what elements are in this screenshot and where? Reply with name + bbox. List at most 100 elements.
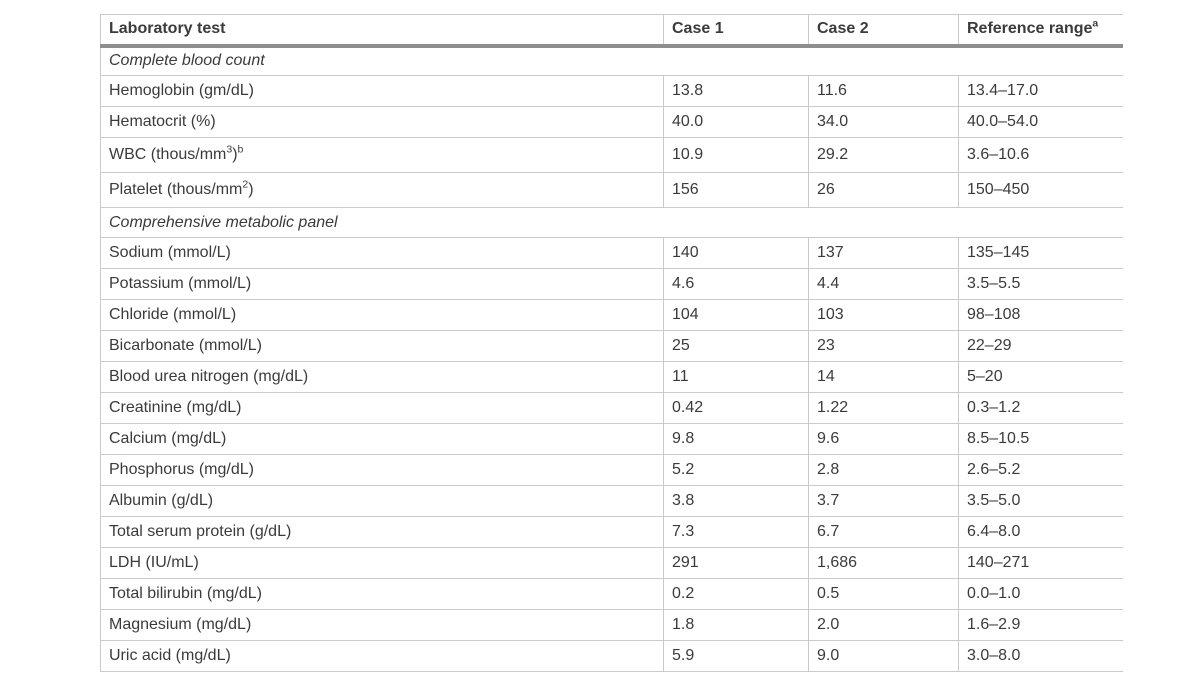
column-header-label: Reference range — [967, 20, 1093, 38]
case2-value-cell: 4.4 — [808, 268, 959, 300]
case1-value-cell: 5.2 — [663, 454, 809, 486]
reference-range-cell: 8.5–10.5 — [958, 423, 1123, 455]
case1-value-cell: 13.8 — [663, 75, 809, 107]
case2-value-cell: 11.6 — [808, 75, 959, 107]
column-header-reference-range: Reference rangea — [958, 14, 1123, 46]
case1-value-cell: 140 — [663, 237, 809, 269]
reference-range-cell: 3.0–8.0 — [958, 640, 1123, 672]
reference-range-cell: 3.6–10.6 — [958, 137, 1123, 173]
section-row: Complete blood count — [100, 45, 1123, 76]
table-body: Complete blood count Hemoglobin (gm/dL) 13… — [100, 45, 1123, 672]
case1-value-cell: 7.3 — [663, 516, 809, 548]
test-name-cell: WBC (thous/mm3)b — [100, 137, 664, 173]
table-row: Sodium (mmol/L) 140 137 135–145 — [100, 237, 1123, 269]
case1-value-cell: 156 — [663, 172, 809, 208]
table-row: Blood urea nitrogen (mg/dL) 11 14 5–20 — [100, 361, 1123, 393]
case2-value-cell: 34.0 — [808, 106, 959, 138]
footnote-marker: a — [1092, 17, 1099, 30]
footnote-marker: b — [237, 143, 244, 156]
case2-value-cell: 6.7 — [808, 516, 959, 548]
table-row: Platelet (thous/mm2) 156 26 150–450 — [100, 172, 1123, 208]
table-row: Chloride (mmol/L) 104 103 98–108 — [100, 299, 1123, 331]
column-header-label: Laboratory test — [109, 20, 226, 38]
case2-value-cell: 3.7 — [808, 485, 959, 517]
case2-value-cell: 26 — [808, 172, 959, 208]
case1-value-cell: 1.8 — [663, 609, 809, 641]
case2-value-cell: 29.2 — [808, 137, 959, 173]
case2-value-cell: 14 — [808, 361, 959, 393]
footnote-marker: 2 — [242, 178, 249, 191]
table-header-row: Laboratory test Case 1 Case 2 Reference ran… — [100, 14, 1123, 46]
test-name-cell: Creatinine (mg/dL) — [100, 392, 664, 424]
case1-value-cell: 5.9 — [663, 640, 809, 672]
section-label: Complete blood count — [100, 45, 1123, 76]
table-row: Total bilirubin (mg/dL) 0.2 0.5 0.0–1.0 — [100, 578, 1123, 610]
case2-value-cell: 137 — [808, 237, 959, 269]
section-label: Comprehensive metabolic panel — [100, 207, 1123, 238]
test-name-cell: Platelet (thous/mm2) — [100, 172, 664, 208]
table-row: Phosphorus (mg/dL) 5.2 2.8 2.6–5.2 — [100, 454, 1123, 486]
test-name-cell: Magnesium (mg/dL) — [100, 609, 664, 641]
reference-range-cell: 6.4–8.0 — [958, 516, 1123, 548]
case2-value-cell: 1.22 — [808, 392, 959, 424]
table-row: Calcium (mg/dL) 9.8 9.6 8.5–10.5 — [100, 423, 1123, 455]
case1-value-cell: 25 — [663, 330, 809, 362]
reference-range-cell: 0.3–1.2 — [958, 392, 1123, 424]
case1-value-cell: 4.6 — [663, 268, 809, 300]
case2-value-cell: 23 — [808, 330, 959, 362]
test-name-cell: Uric acid (mg/dL) — [100, 640, 664, 672]
case2-value-cell: 0.5 — [808, 578, 959, 610]
table-row: Creatinine (mg/dL) 0.42 1.22 0.3–1.2 — [100, 392, 1123, 424]
test-name-cell: Bicarbonate (mmol/L) — [100, 330, 664, 362]
column-header-case-1: Case 1 — [663, 14, 809, 46]
case1-value-cell: 3.8 — [663, 485, 809, 517]
test-name-cell: Blood urea nitrogen (mg/dL) — [100, 361, 664, 393]
case2-value-cell: 2.8 — [808, 454, 959, 486]
column-header-label: Case 2 — [817, 20, 869, 38]
table-row: Hematocrit (%) 40.0 34.0 40.0–54.0 — [100, 106, 1123, 138]
reference-range-cell: 13.4–17.0 — [958, 75, 1123, 107]
table-row: LDH (IU/mL) 291 1,686 140–271 — [100, 547, 1123, 579]
case1-value-cell: 10.9 — [663, 137, 809, 173]
reference-range-cell: 22–29 — [958, 330, 1123, 362]
test-name-cell: Sodium (mmol/L) — [100, 237, 664, 269]
lab-results-table: Laboratory test Case 1 Case 2 Reference ran… — [100, 14, 1123, 672]
table-row: Total serum protein (g/dL) 7.3 6.7 6.4–8.0 — [100, 516, 1123, 548]
reference-range-cell: 140–271 — [958, 547, 1123, 579]
case2-value-cell: 2.0 — [808, 609, 959, 641]
table-row: Albumin (g/dL) 3.8 3.7 3.5–5.0 — [100, 485, 1123, 517]
reference-range-cell: 5–20 — [958, 361, 1123, 393]
test-name-cell: Potassium (mmol/L) — [100, 268, 664, 300]
case1-value-cell: 9.8 — [663, 423, 809, 455]
reference-range-cell: 2.6–5.2 — [958, 454, 1123, 486]
case1-value-cell: 0.2 — [663, 578, 809, 610]
test-name-cell: Total serum protein (g/dL) — [100, 516, 664, 548]
test-name-cell: Chloride (mmol/L) — [100, 299, 664, 331]
case2-value-cell: 103 — [808, 299, 959, 331]
test-name-cell: Hemoglobin (gm/dL) — [100, 75, 664, 107]
table-header: Laboratory test Case 1 Case 2 Reference ran… — [100, 14, 1123, 46]
case1-value-cell: 40.0 — [663, 106, 809, 138]
reference-range-cell: 0.0–1.0 — [958, 578, 1123, 610]
test-name-cell: Albumin (g/dL) — [100, 485, 664, 517]
case2-value-cell: 1,686 — [808, 547, 959, 579]
case2-value-cell: 9.0 — [808, 640, 959, 672]
table-row: Bicarbonate (mmol/L) 25 23 22–29 — [100, 330, 1123, 362]
reference-range-cell: 40.0–54.0 — [958, 106, 1123, 138]
table-row: Hemoglobin (gm/dL) 13.8 11.6 13.4–17.0 — [100, 75, 1123, 107]
column-header-laboratory-test: Laboratory test — [100, 14, 664, 46]
reference-range-cell: 98–108 — [958, 299, 1123, 331]
case1-value-cell: 291 — [663, 547, 809, 579]
table-row: Potassium (mmol/L) 4.6 4.4 3.5–5.5 — [100, 268, 1123, 300]
test-name-cell: Hematocrit (%) — [100, 106, 664, 138]
column-header-case-2: Case 2 — [808, 14, 959, 46]
column-header-label: Case 1 — [672, 20, 724, 38]
case2-value-cell: 9.6 — [808, 423, 959, 455]
case1-value-cell: 104 — [663, 299, 809, 331]
reference-range-cell: 3.5–5.5 — [958, 268, 1123, 300]
footnote-marker: 3 — [226, 143, 233, 156]
table-row: Magnesium (mg/dL) 1.8 2.0 1.6–2.9 — [100, 609, 1123, 641]
case1-value-cell: 11 — [663, 361, 809, 393]
table-row: Uric acid (mg/dL) 5.9 9.0 3.0–8.0 — [100, 640, 1123, 672]
